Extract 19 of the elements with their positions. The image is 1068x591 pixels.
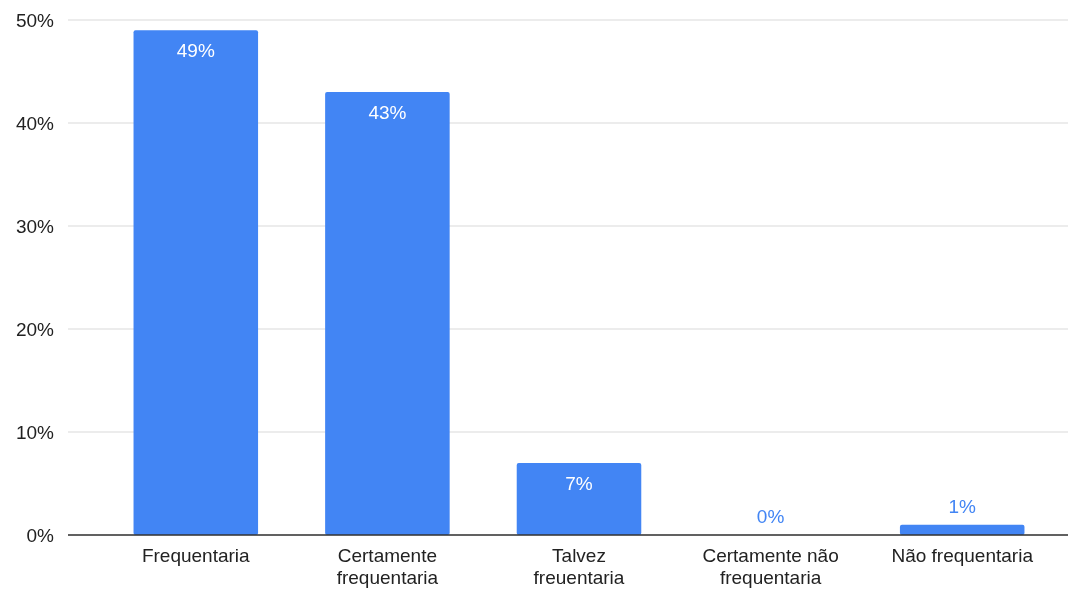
y-tick-label: 40% <box>15 112 55 134</box>
y-tick-label: 50% <box>15 9 55 31</box>
data-label: 7% <box>565 472 593 494</box>
y-tick-label: 10% <box>15 421 55 443</box>
y-tick-label: 20% <box>15 318 55 340</box>
data-label: 1% <box>948 495 977 517</box>
y-tick-label: 0% <box>26 524 55 546</box>
data-label: 43% <box>368 102 407 124</box>
y-tick-label: 30% <box>15 215 55 237</box>
bar <box>516 462 642 535</box>
bar <box>325 92 450 535</box>
x-tick-label: Talvez freuentaria <box>533 545 625 588</box>
bar <box>133 30 259 535</box>
x-tick-label: Frequentaria <box>141 545 251 566</box>
x-tick-label: Certamente não frequentaria <box>702 545 839 588</box>
x-tick-label: Não frequentaria <box>891 545 1034 566</box>
x-tick-label: Certamente frequentaria <box>336 545 439 588</box>
data-label: 0% <box>756 506 785 527</box>
data-label: 49% <box>176 40 215 62</box>
